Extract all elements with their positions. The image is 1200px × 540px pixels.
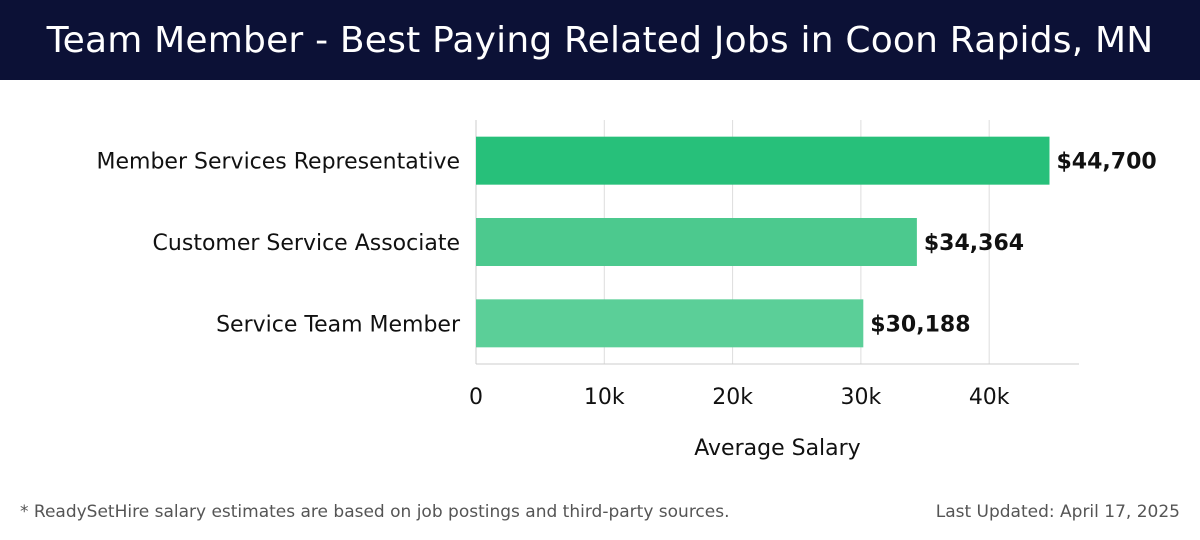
x-tick-label-3: 30k (841, 385, 882, 410)
bar-value-label-0: $44,700 (1056, 150, 1156, 175)
bar-value-label-2: $30,188 (870, 312, 970, 337)
bar-2 (476, 299, 864, 348)
bar-1 (476, 218, 917, 266)
footnote: * ReadySetHire salary estimates are base… (20, 502, 730, 522)
category-label-0: Member Services Representative (97, 150, 460, 175)
x-tick-label-0: 0 (469, 385, 483, 410)
x-axis-title: Average Salary (694, 436, 860, 461)
x-tick-label-4: 40k (969, 385, 1010, 410)
bar-0 (476, 136, 1050, 185)
last-updated: Last Updated: April 17, 2025 (935, 502, 1180, 522)
x-tick-label-1: 10k (584, 385, 625, 410)
x-tick-label-2: 20k (712, 385, 753, 410)
page-title: Team Member - Best Paying Related Jobs i… (46, 19, 1154, 61)
header-banner: Team Member - Best Paying Related Jobs i… (0, 0, 1200, 80)
category-label-1: Customer Service Associate (153, 231, 460, 256)
category-label-2: Service Team Member (216, 312, 461, 337)
bar-value-label-1: $34,364 (924, 231, 1024, 256)
